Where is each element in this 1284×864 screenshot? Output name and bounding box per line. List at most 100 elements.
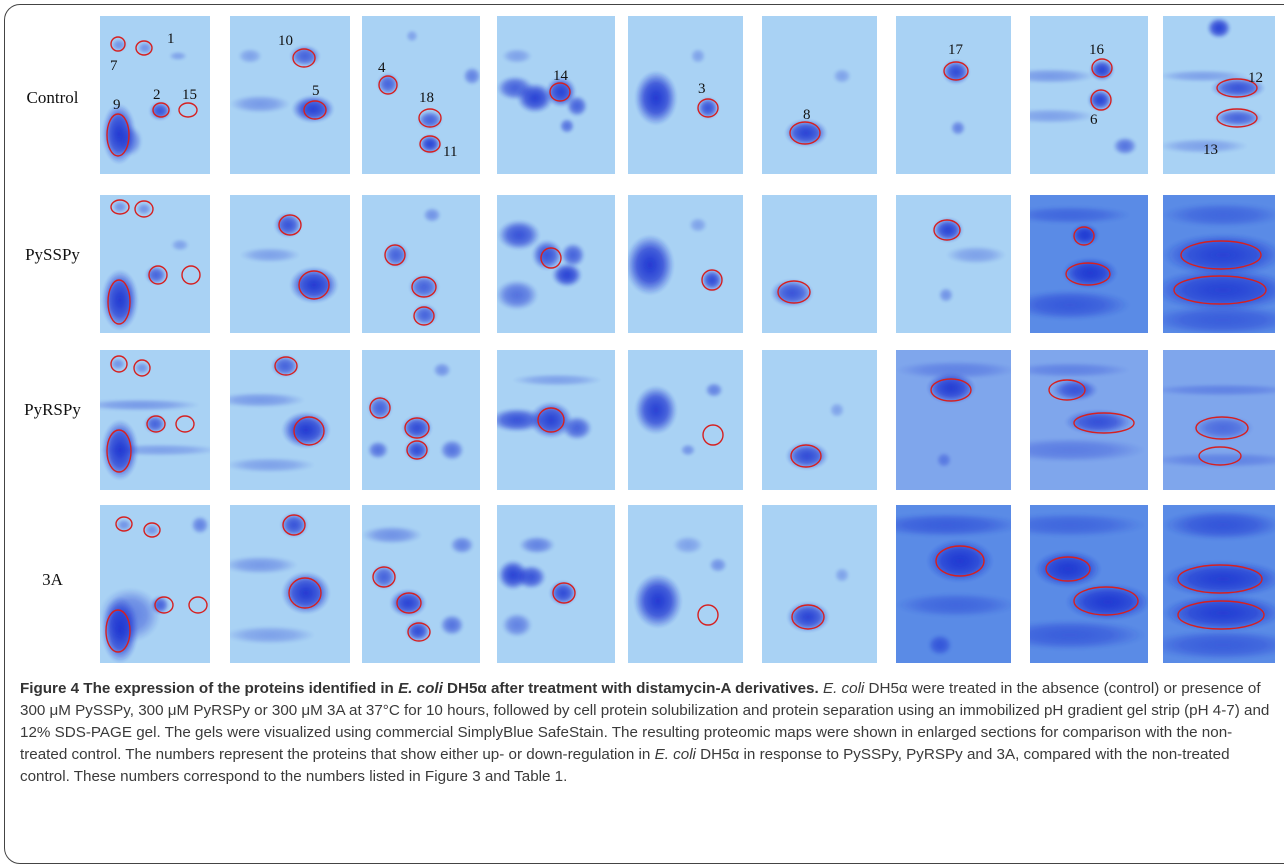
protein-spot	[938, 287, 954, 303]
protein-spot	[833, 68, 851, 84]
spot-highlight-circle	[148, 265, 168, 285]
protein-spot	[230, 556, 298, 574]
spot-highlight-circle	[178, 102, 198, 118]
spot-highlight-circle	[1180, 240, 1262, 270]
gel-panel-pyrspy-2	[230, 350, 350, 490]
gel-panel-control-2: 10 5	[230, 16, 350, 174]
spot-highlight-circle	[1173, 275, 1267, 305]
spot-highlight-circle	[407, 622, 431, 642]
protein-spot	[111, 39, 127, 51]
protein-spot	[1163, 561, 1275, 597]
spot-number-label: 8	[803, 107, 811, 123]
spot-highlight-circle	[1177, 600, 1265, 630]
gel-panel-3a-5	[628, 505, 743, 663]
protein-spot	[497, 280, 538, 310]
protein-spot	[829, 402, 845, 418]
protein-spot	[933, 218, 963, 242]
row-label-3a: 3A	[42, 570, 63, 589]
gel-panel-3a-4	[497, 505, 615, 663]
gel-panel-control-6: 8	[762, 16, 877, 174]
spot-highlight-circle	[1195, 416, 1249, 440]
protein-spot	[151, 596, 169, 614]
gel-panel-pyrspy-1	[100, 350, 210, 490]
protein-spot	[519, 536, 555, 554]
protein-spot	[1207, 17, 1231, 39]
spot-highlight-circle	[105, 609, 131, 653]
spot-number-label: 4	[378, 60, 386, 76]
protein-spot	[635, 386, 677, 434]
protein-spot	[512, 374, 602, 386]
spot-highlight-circle	[293, 416, 325, 446]
spot-highlight-circle	[702, 424, 724, 446]
gel-panel-pyrspy-3	[362, 350, 480, 490]
gel-panel-pyrspy-8	[1030, 350, 1148, 490]
protein-spot	[502, 48, 532, 64]
spot-highlight-circle	[152, 102, 170, 118]
protein-spot	[362, 526, 422, 544]
spot-highlight-circle	[110, 36, 126, 52]
protein-spot	[1088, 89, 1112, 111]
spot-number-label: 18	[419, 90, 434, 106]
spot-number-label: 6	[1090, 112, 1098, 128]
spot-highlight-circle	[115, 516, 133, 532]
gel-panel-pysspy-5	[628, 195, 743, 333]
protein-spot	[1163, 269, 1275, 311]
spot-highlight-circle	[134, 200, 154, 218]
spot-highlight-circle	[943, 61, 969, 81]
spot-highlight-circle	[107, 279, 131, 325]
protein-spot	[530, 402, 572, 438]
gel-panel-pyrspy-5	[628, 350, 743, 490]
gel-panel-control-5: 3	[628, 16, 743, 174]
spot-highlight-circle	[154, 596, 174, 614]
gel-panel-3a-6	[762, 505, 877, 663]
spot-highlight-circle	[372, 566, 396, 588]
spot-number-label: 12	[1248, 70, 1263, 86]
spot-highlight-circle	[406, 440, 428, 460]
protein-spot	[562, 416, 592, 440]
protein-spot	[144, 524, 160, 536]
protein-spot	[136, 203, 152, 215]
gel-panel-pysspy-3	[362, 195, 480, 333]
protein-spot	[368, 396, 392, 420]
protein-spot	[377, 73, 399, 95]
spot-highlight-circle	[419, 135, 441, 153]
protein-spot	[697, 97, 719, 119]
spot-highlight-circle	[1090, 89, 1112, 111]
protein-spot	[561, 243, 585, 267]
protein-spot	[230, 392, 305, 408]
spot-number-label: 9	[113, 97, 121, 113]
protein-spot	[709, 557, 727, 573]
protein-spot	[1113, 137, 1137, 155]
protein-spot	[502, 613, 532, 637]
protein-spot	[191, 516, 209, 534]
spot-highlight-circle	[552, 582, 576, 604]
protein-spot	[144, 415, 166, 433]
protein-spot	[1035, 551, 1101, 587]
protein-spot	[134, 362, 150, 374]
spot-highlight-circle	[1048, 379, 1086, 401]
gel-panel-3a-1	[100, 505, 210, 663]
spot-highlight-circle	[413, 306, 435, 326]
protein-spot	[409, 275, 439, 299]
protein-spot	[112, 201, 128, 213]
spot-highlight-circle	[697, 604, 719, 626]
row-label-pysspy: PySSPy	[25, 245, 80, 264]
spot-number-label: 16	[1089, 42, 1105, 58]
protein-spot	[498, 220, 540, 250]
protein-spot	[230, 95, 290, 113]
protein-spot	[566, 95, 588, 117]
protein-spot	[440, 439, 464, 461]
spot-highlight-circle	[378, 75, 398, 95]
spot-number-label: 17	[948, 42, 964, 58]
gel-panel-pyrspy-6	[762, 350, 877, 490]
protein-spot	[787, 602, 829, 632]
protein-spot	[230, 626, 315, 644]
spot-highlight-circle	[791, 604, 825, 630]
protein-spot	[240, 247, 300, 263]
spot-highlight-circle	[1091, 58, 1113, 78]
spot-highlight-circle	[701, 269, 723, 291]
protein-spot	[116, 519, 132, 531]
spot-highlight-circle	[933, 219, 961, 241]
protein-spot	[532, 240, 562, 270]
protein-spot	[280, 513, 308, 537]
